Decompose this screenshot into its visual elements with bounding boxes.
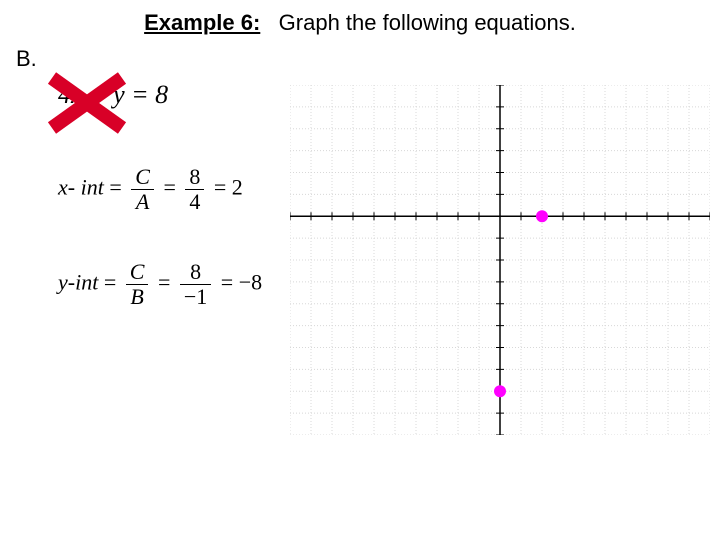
x-intercept-equation: x- int = C A = 8 4 = 2 xyxy=(58,165,243,214)
title-label: Example 6: xyxy=(144,10,260,35)
graph-svg xyxy=(290,85,710,435)
coordinate-graph xyxy=(290,85,710,435)
part-label: B. xyxy=(16,46,37,72)
title-row: Example 6: Graph the following equations… xyxy=(0,10,720,36)
main-equation: 4x − y = 8 xyxy=(58,80,168,110)
title-instruction xyxy=(266,10,278,35)
title-instruction-text: Graph the following equations. xyxy=(279,10,576,35)
y-intercept-equation: y-int = C B = 8 −1 = −8 xyxy=(58,260,262,309)
